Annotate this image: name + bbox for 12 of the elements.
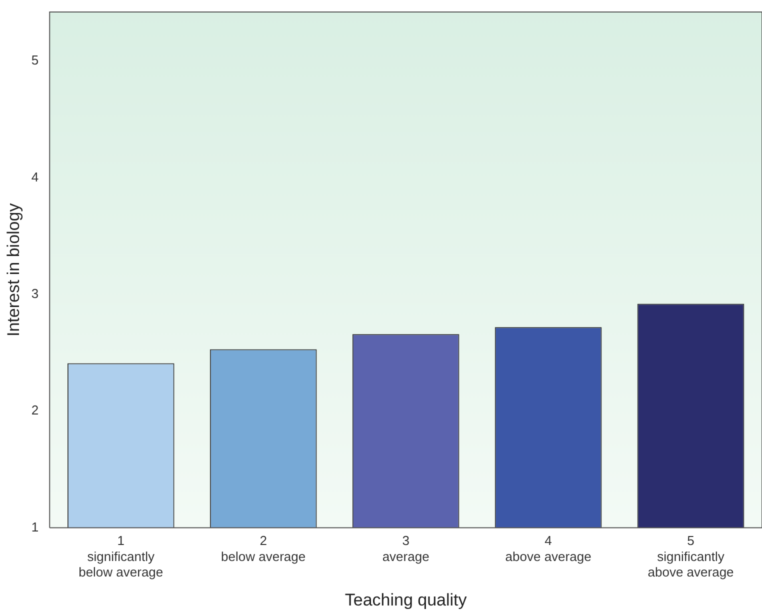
x-tick-label: 4 above average [505, 533, 592, 564]
y-tick-label: 3 [31, 286, 39, 301]
x-tick-label: 5 significantly above average [648, 533, 734, 580]
x-axis-title: Teaching quality [344, 590, 468, 610]
x-tick-label: 2 below average [221, 533, 306, 564]
y-axis-title: Interest in biology [4, 202, 23, 337]
x-tick-label: 3 average [382, 533, 430, 564]
y-tick-label: 1 [31, 519, 39, 534]
x-tick-label: 1 significantly below average [78, 533, 164, 580]
y-tick-label: 2 [31, 402, 39, 418]
y-tick-label: 4 [31, 169, 39, 184]
y-tick-label: 5 [31, 52, 39, 68]
